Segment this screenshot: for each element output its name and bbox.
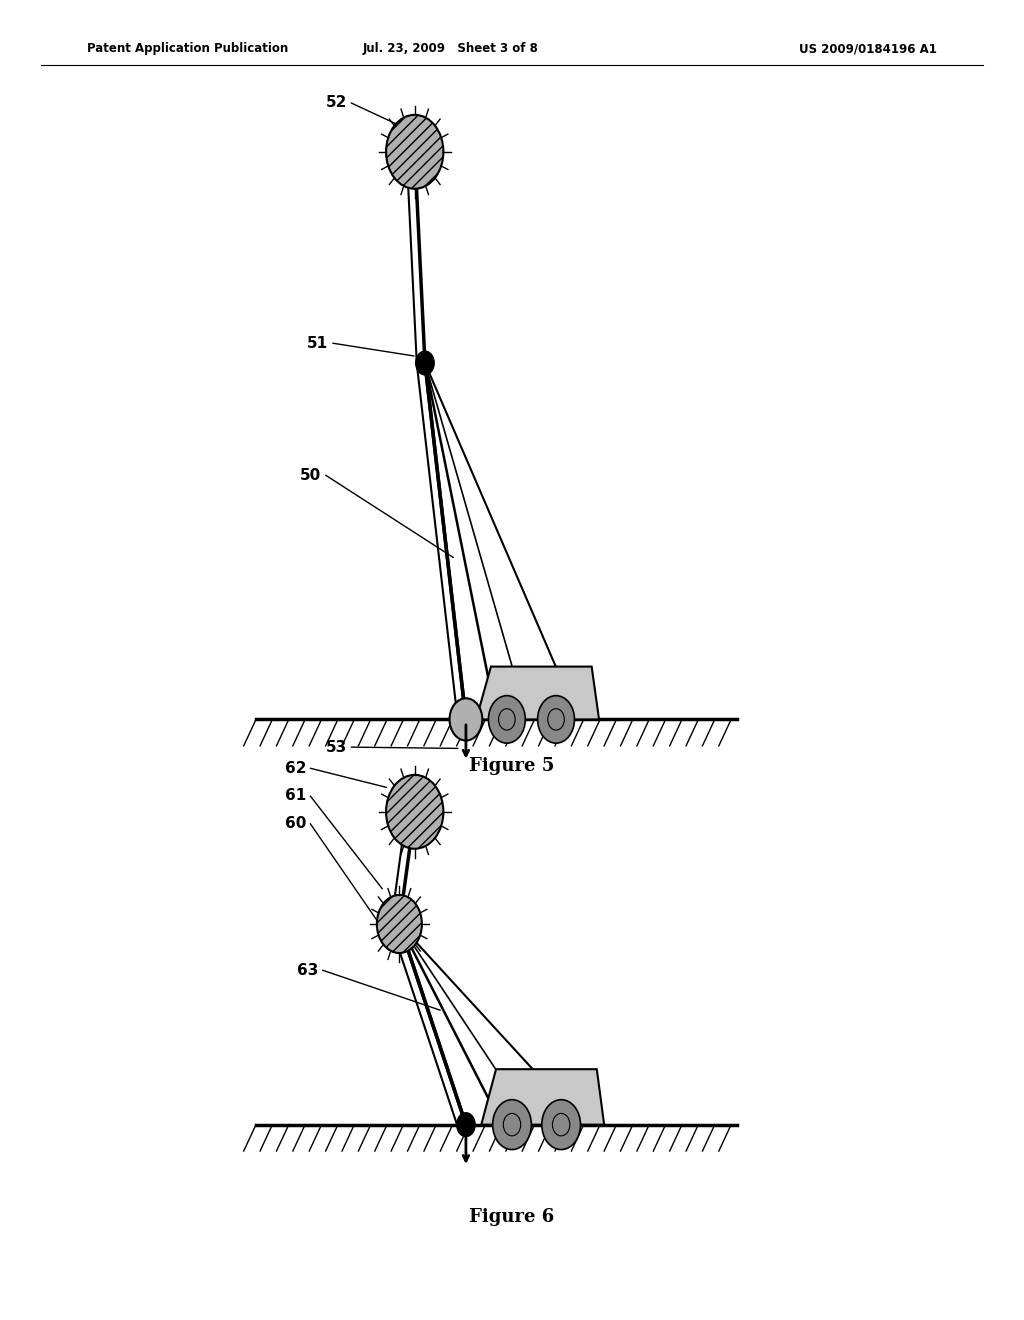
Text: 61: 61 xyxy=(285,788,306,804)
Text: 51: 51 xyxy=(307,335,329,351)
Circle shape xyxy=(542,1100,581,1150)
Circle shape xyxy=(386,775,443,849)
Circle shape xyxy=(450,698,482,741)
Text: Figure 5: Figure 5 xyxy=(469,756,555,775)
Polygon shape xyxy=(481,1069,604,1125)
Circle shape xyxy=(416,351,434,375)
Circle shape xyxy=(548,709,564,730)
Circle shape xyxy=(503,1113,521,1137)
Circle shape xyxy=(538,696,574,743)
Circle shape xyxy=(552,1113,570,1137)
Circle shape xyxy=(457,1113,475,1137)
Circle shape xyxy=(377,895,422,953)
Circle shape xyxy=(488,696,525,743)
Text: 52: 52 xyxy=(326,95,347,111)
Polygon shape xyxy=(476,667,599,719)
Text: Jul. 23, 2009   Sheet 3 of 8: Jul. 23, 2009 Sheet 3 of 8 xyxy=(362,42,539,55)
Text: 50: 50 xyxy=(300,467,322,483)
Text: 62: 62 xyxy=(285,760,306,776)
Circle shape xyxy=(499,709,515,730)
Text: 53: 53 xyxy=(326,739,347,755)
Text: Figure 6: Figure 6 xyxy=(469,1208,555,1226)
Circle shape xyxy=(386,115,443,189)
Text: US 2009/0184196 A1: US 2009/0184196 A1 xyxy=(799,42,937,55)
Circle shape xyxy=(493,1100,531,1150)
Text: 63: 63 xyxy=(297,962,318,978)
Text: Patent Application Publication: Patent Application Publication xyxy=(87,42,289,55)
Text: 60: 60 xyxy=(285,816,306,832)
